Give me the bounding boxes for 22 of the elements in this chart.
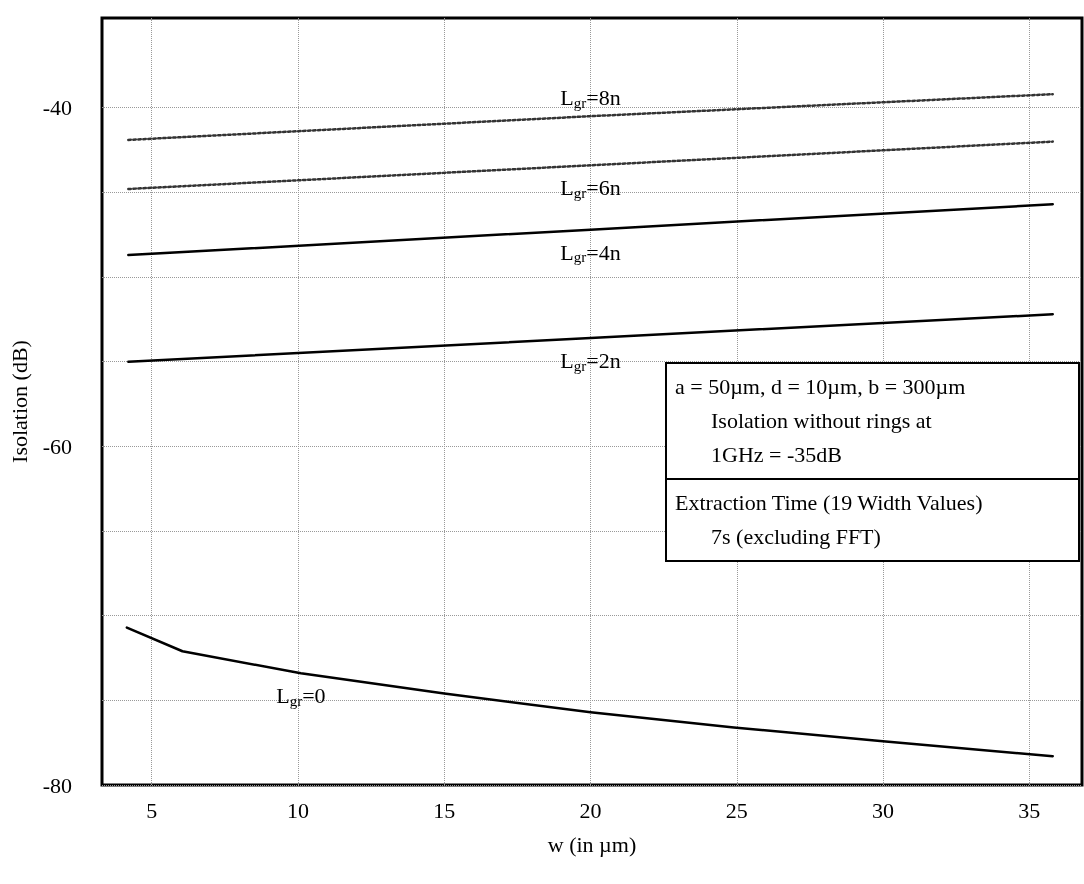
series-label: Lgr=2n [560,348,621,374]
annotation: Isolation without rings at 1GHz = -35dB [710,407,933,469]
y-tick-label: -40 [42,95,72,121]
x-tick-label: 30 [872,797,895,823]
y-tick-label: -80 [42,772,72,798]
x-tick-label: 10 [287,797,309,823]
annotation: Extraction Time (19 Width Values) [674,489,984,517]
x-tick-label: 5 [146,797,158,823]
x-tick-label: 35 [1018,797,1041,823]
x-tick-label: 15 [433,797,456,823]
series-label: Lgr=4n [560,239,621,266]
line-series [125,626,1054,758]
series-label: Lgr=8n [560,85,621,111]
y-axis-title: Isolation (dB) [6,340,32,463]
x-axis-title: w (in µm) [547,831,637,857]
series-label: Lgr=6n [560,175,621,201]
y-tick-label: -60 [42,433,72,459]
x-tick-label: 25 [725,797,748,823]
series-label: Lgr=0 [276,683,326,709]
x-tick-label: 20 [579,797,602,823]
annotation: 7s (excluding FFT) [710,523,882,551]
annotation: a = 50µm, d = 10µm, b = 300µm [674,373,967,401]
